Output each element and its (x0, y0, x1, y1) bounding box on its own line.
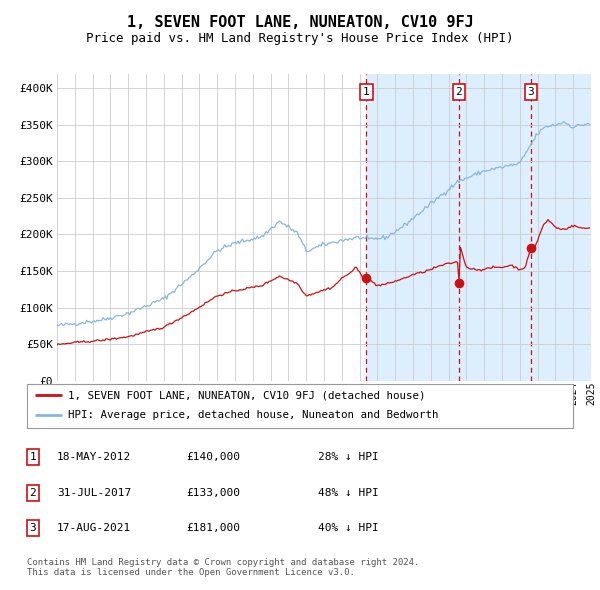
Text: £140,000: £140,000 (186, 453, 240, 462)
Text: £181,000: £181,000 (186, 523, 240, 533)
Text: 1: 1 (363, 87, 370, 97)
Text: 1: 1 (29, 453, 37, 462)
Text: 3: 3 (527, 87, 535, 97)
Text: 18-MAY-2012: 18-MAY-2012 (57, 453, 131, 462)
Text: HPI: Average price, detached house, Nuneaton and Bedworth: HPI: Average price, detached house, Nune… (68, 410, 439, 420)
Text: 1, SEVEN FOOT LANE, NUNEATON, CV10 9FJ (detached house): 1, SEVEN FOOT LANE, NUNEATON, CV10 9FJ (… (68, 391, 425, 401)
Text: Price paid vs. HM Land Registry's House Price Index (HPI): Price paid vs. HM Land Registry's House … (86, 32, 514, 45)
Text: 28% ↓ HPI: 28% ↓ HPI (318, 453, 379, 462)
Bar (367, 74, 591, 381)
Text: 1, SEVEN FOOT LANE, NUNEATON, CV10 9FJ: 1, SEVEN FOOT LANE, NUNEATON, CV10 9FJ (127, 15, 473, 30)
FancyBboxPatch shape (27, 384, 573, 428)
Text: 2: 2 (29, 488, 37, 497)
Text: 31-JUL-2017: 31-JUL-2017 (57, 488, 131, 497)
Text: 3: 3 (29, 523, 37, 533)
Text: 17-AUG-2021: 17-AUG-2021 (57, 523, 131, 533)
Text: 40% ↓ HPI: 40% ↓ HPI (318, 523, 379, 533)
Text: £133,000: £133,000 (186, 488, 240, 497)
Text: 48% ↓ HPI: 48% ↓ HPI (318, 488, 379, 497)
Text: Contains HM Land Registry data © Crown copyright and database right 2024.
This d: Contains HM Land Registry data © Crown c… (27, 558, 419, 577)
Text: 2: 2 (455, 87, 462, 97)
